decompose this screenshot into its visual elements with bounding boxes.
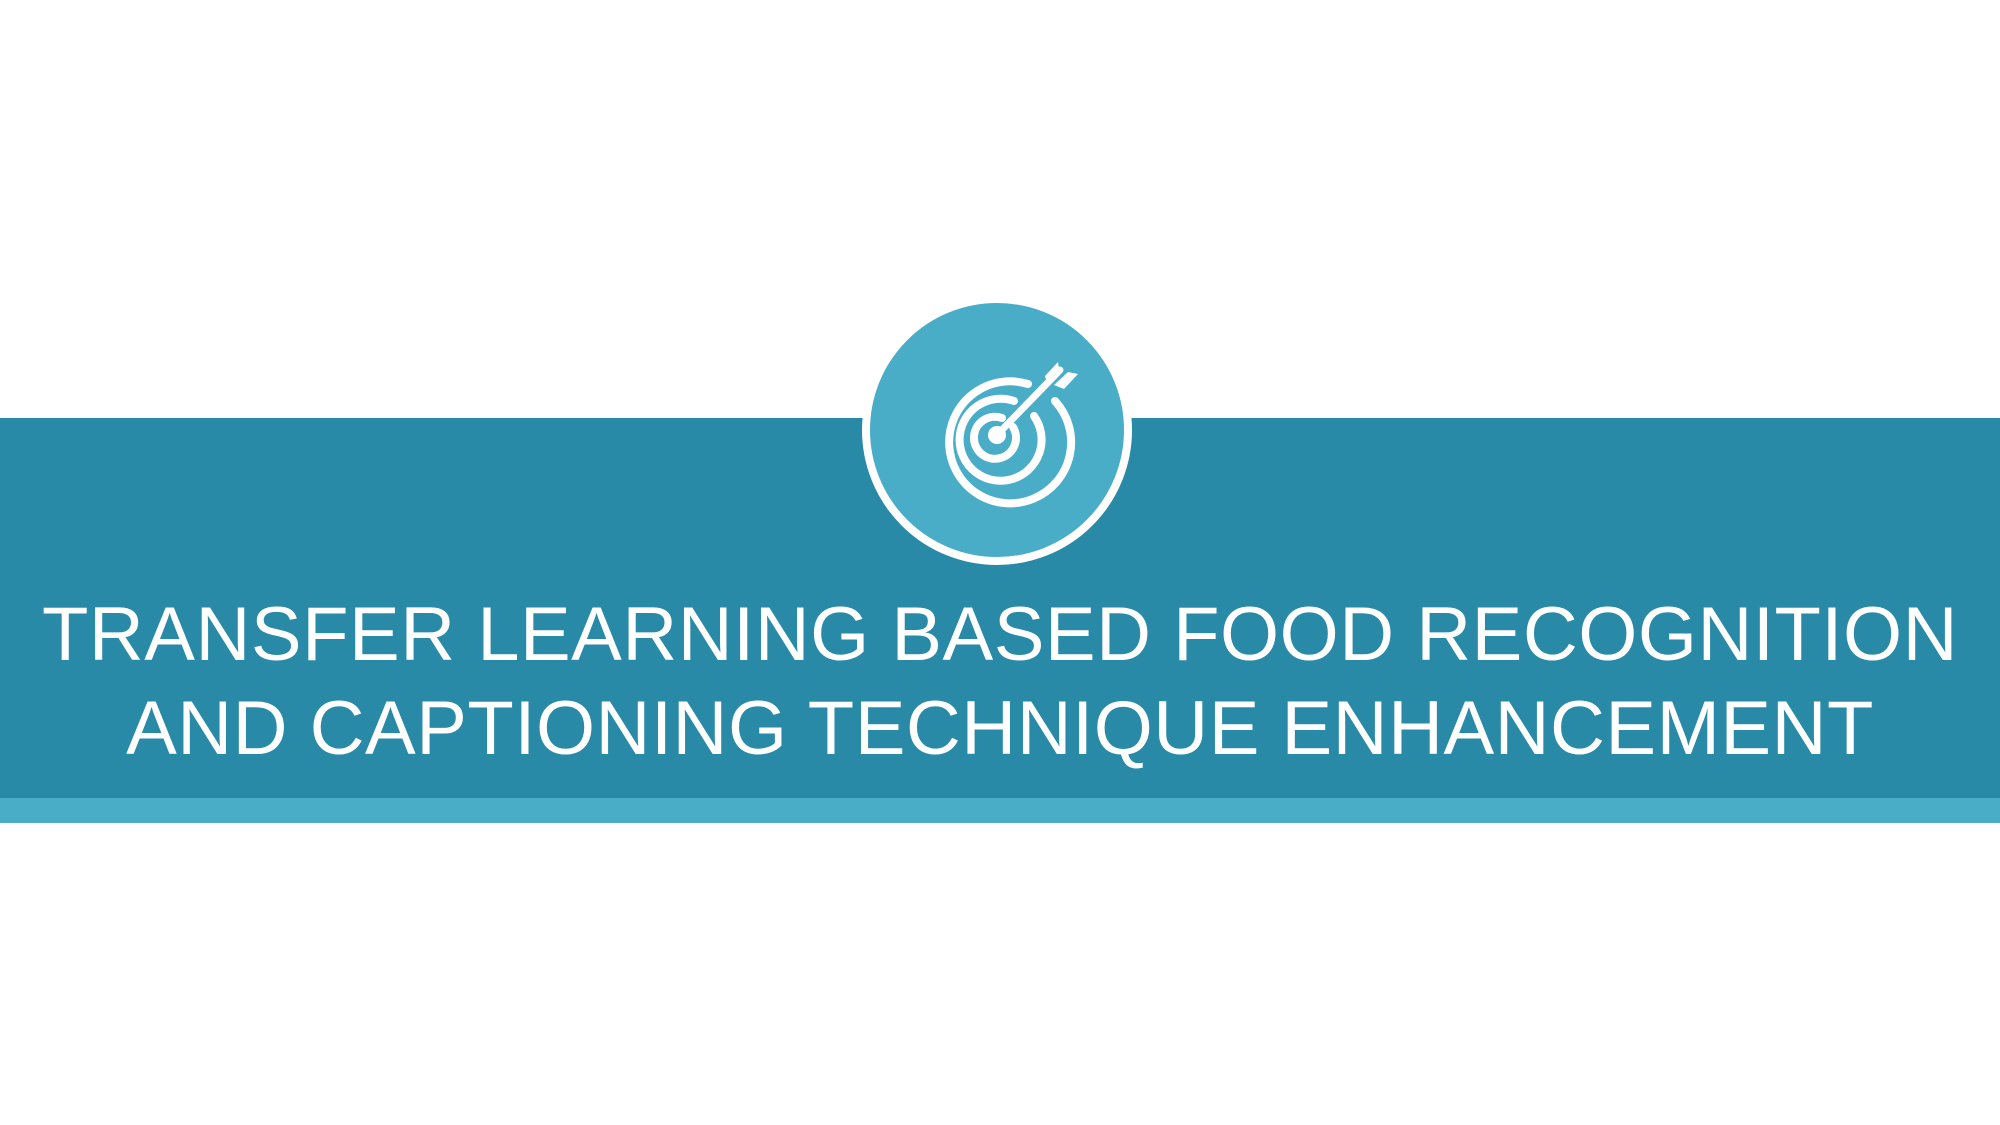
slide-title: TRANSFER LEARNING BASED FOOD RECOGNITION… [0,588,2000,776]
icon-badge [862,295,1132,565]
title-line-2: AND CAPTIONING TECHNIQUE ENHANCEMENT [126,686,1874,771]
target-with-arrow-icon [945,362,1078,508]
title-line-1: TRANSFER LEARNING BASED FOOD RECOGNITION [42,592,1958,677]
accent-stripe [0,798,2000,823]
